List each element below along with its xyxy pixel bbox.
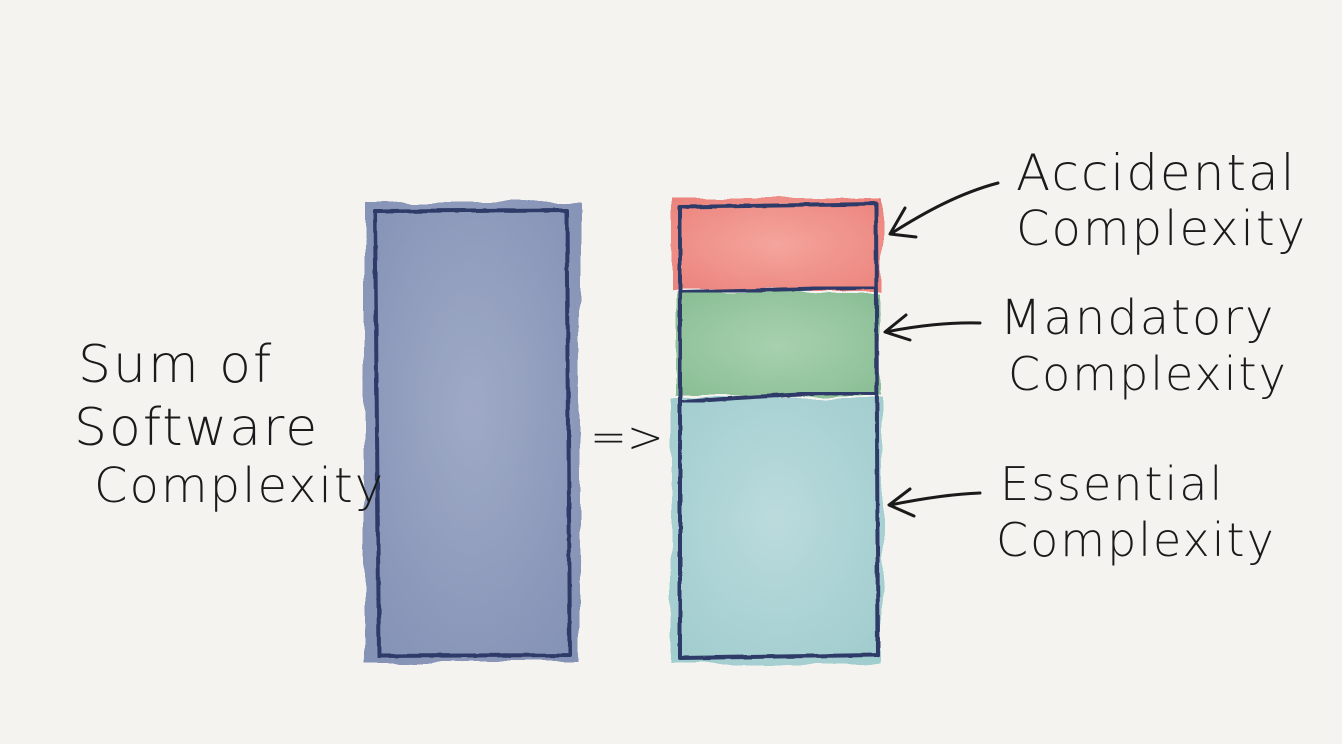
divider-top: [680, 285, 878, 294]
left-label-line-3: Complexity: [94, 458, 385, 514]
accidental-segment: [672, 198, 882, 290]
mandatory-arrow-icon: [883, 313, 982, 342]
essential-label-line-1: Essential: [1000, 457, 1224, 511]
essential-label-line-2: Complexity: [996, 513, 1276, 567]
left-label: Sum of Software Complexity: [74, 335, 385, 514]
accidental-label: Accidental Complexity: [1016, 144, 1307, 257]
mandatory-label-line-2: Complexity: [1008, 347, 1288, 401]
stacked-bar-outline: [678, 202, 880, 660]
mandatory-segment: [676, 292, 880, 396]
left-label-line-2: Software: [74, 398, 319, 458]
essential-label: Essential Complexity: [996, 457, 1276, 567]
total-complexity-bar: [364, 202, 580, 662]
transform-arrow: =>: [590, 412, 664, 463]
essential-arrow-icon: [887, 487, 982, 518]
divider-bottom: [680, 390, 878, 404]
accidental-label-line-1: Accidental: [1016, 144, 1297, 202]
mandatory-label-line-1: Mandatory: [1000, 290, 1275, 346]
left-label-line-1: Sum of: [78, 335, 273, 395]
accidental-label-line-2: Complexity: [1016, 201, 1307, 257]
accidental-arrow-icon: [888, 181, 1000, 239]
mandatory-label: Mandatory Complexity: [1000, 290, 1288, 401]
essential-segment: [670, 398, 882, 664]
